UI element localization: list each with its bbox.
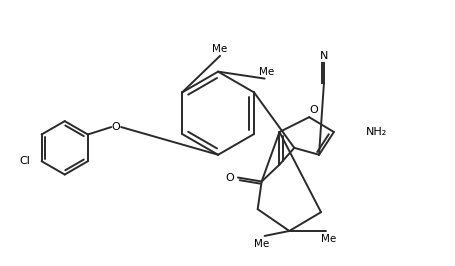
Text: Me: Me [258, 67, 273, 77]
Text: O: O [225, 173, 234, 182]
Text: Me: Me [253, 239, 269, 249]
Text: NH₂: NH₂ [365, 127, 386, 137]
Text: N: N [319, 51, 328, 61]
Text: Me: Me [321, 234, 336, 244]
Text: Me: Me [212, 44, 227, 54]
Text: O: O [309, 105, 318, 115]
Text: O: O [111, 122, 120, 132]
Text: Cl: Cl [20, 156, 30, 166]
